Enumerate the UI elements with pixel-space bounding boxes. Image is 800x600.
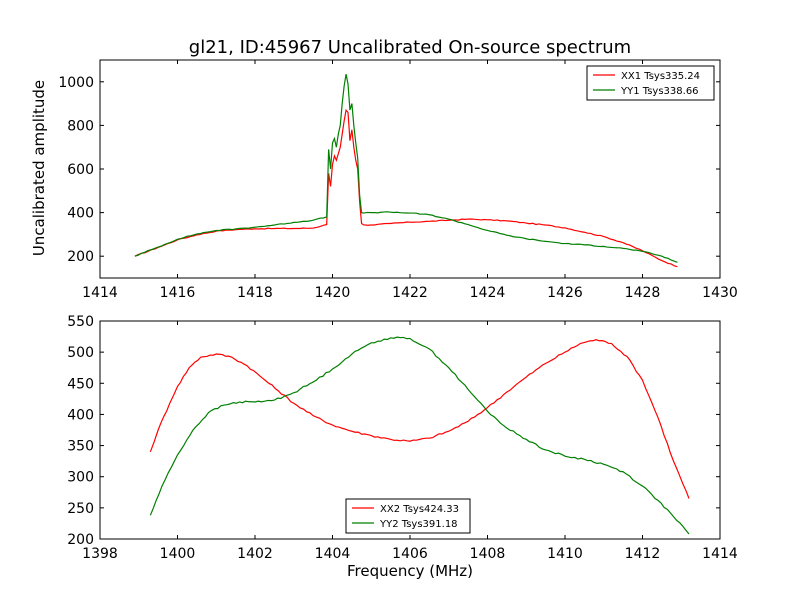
series-line-1 bbox=[134, 108, 678, 268]
bottom-chart-series bbox=[149, 336, 690, 535]
x-tick-label: 1406 bbox=[392, 546, 428, 562]
x-tick-label: 1398 bbox=[82, 546, 118, 562]
series-line-1 bbox=[149, 339, 690, 499]
series-line-2 bbox=[149, 336, 690, 535]
y-tick-label: 550 bbox=[67, 314, 94, 330]
y-tick-label: 200 bbox=[67, 249, 94, 265]
y-tick-label: 1000 bbox=[58, 75, 94, 91]
top-chart-series bbox=[134, 74, 678, 268]
legend-label: XX2 Tsys424.33 bbox=[380, 504, 459, 515]
y-tick-label: 200 bbox=[67, 532, 94, 548]
x-tick-label: 1400 bbox=[160, 546, 196, 562]
legend-label: YY1 Tsys338.66 bbox=[620, 86, 699, 97]
x-tick-label: 1402 bbox=[237, 546, 273, 562]
bottom-chart: Frequency (MHz) 1398 1400 1402 1404 1406 1408… bbox=[67, 314, 738, 580]
series-line-2 bbox=[134, 74, 678, 263]
bottom-chart-xlabel: Frequency (MHz) bbox=[347, 562, 473, 580]
bottom-chart-ticks: 1398 1400 1402 1404 1406 1408 1410 1412 1414 200 2… bbox=[67, 314, 738, 562]
y-tick-label: 400 bbox=[67, 206, 94, 222]
y-tick-label: 800 bbox=[67, 118, 94, 134]
top-chart-ylabel: Uncalibrated amplitude bbox=[30, 80, 48, 256]
x-tick-label: 1424 bbox=[470, 285, 506, 301]
y-tick-label: 350 bbox=[67, 439, 94, 455]
x-tick-label: 1428 bbox=[625, 285, 661, 301]
top-chart: gl21, ID:45967 Uncalibrated On-source sp… bbox=[30, 37, 738, 301]
y-tick-label: 300 bbox=[67, 470, 94, 486]
x-tick-label: 1408 bbox=[470, 546, 506, 562]
x-tick-label: 1418 bbox=[237, 285, 273, 301]
y-tick-label: 600 bbox=[67, 162, 94, 178]
top-chart-title: gl21, ID:45967 Uncalibrated On-source sp… bbox=[189, 37, 631, 58]
legend-label: YY2 Tsys391.18 bbox=[379, 519, 458, 530]
x-tick-label: 1414 bbox=[82, 285, 118, 301]
top-chart-ticks: 1414 1416 1418 1420 1422 1424 1426 1428 1430 200 4… bbox=[58, 60, 738, 301]
y-tick-label: 250 bbox=[67, 501, 94, 517]
legend-box bbox=[345, 498, 471, 534]
x-tick-label: 1416 bbox=[160, 285, 196, 301]
y-tick-label: 450 bbox=[67, 376, 94, 392]
x-tick-label: 1412 bbox=[625, 546, 661, 562]
x-tick-label: 1426 bbox=[547, 285, 583, 301]
y-tick-label: 400 bbox=[67, 407, 94, 423]
x-tick-label: 1420 bbox=[315, 285, 351, 301]
top-chart-legend: XX1 Tsys335.24 YY1 Tsys338.66 bbox=[586, 65, 715, 101]
x-tick-label: 1404 bbox=[315, 546, 351, 562]
x-tick-label: 1430 bbox=[702, 285, 738, 301]
x-tick-label: 1414 bbox=[702, 546, 738, 562]
y-tick-label: 500 bbox=[67, 345, 94, 361]
legend-box bbox=[586, 65, 715, 101]
bottom-chart-legend: XX2 Tsys424.33 YY2 Tsys391.18 bbox=[345, 498, 471, 534]
legend-label: XX1 Tsys335.24 bbox=[621, 71, 700, 82]
x-tick-label: 1422 bbox=[392, 285, 428, 301]
x-tick-label: 1410 bbox=[547, 546, 583, 562]
